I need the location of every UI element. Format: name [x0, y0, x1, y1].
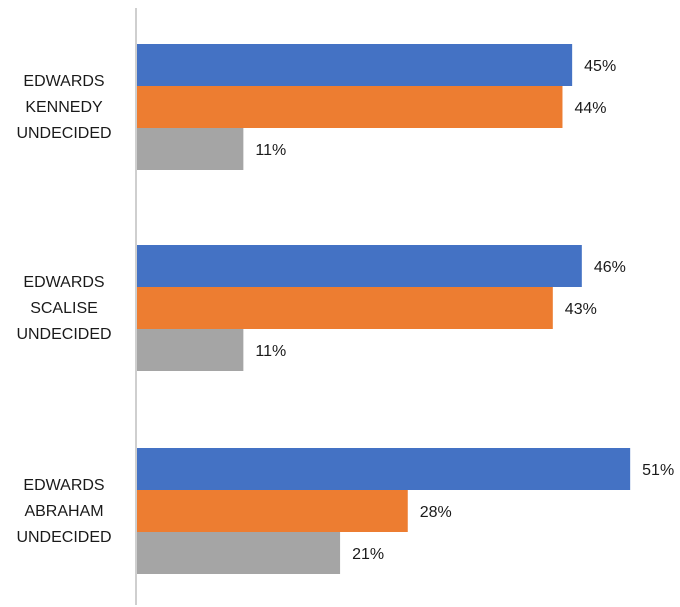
category-label-g0-line2: UNDECIDED: [16, 125, 111, 142]
bar-g0-s0: [137, 44, 573, 86]
category-label-g1-line1: SCALISE: [30, 300, 98, 317]
labels-layer: 45% 44% 11% EDWARDS KENNEDY UNDECIDED 46% 43% 11…: [16, 58, 674, 563]
data-label-g1-s1: 43%: [565, 301, 597, 318]
data-label-g0-s1: 44%: [574, 100, 606, 117]
bar-g0-s1: [137, 86, 563, 128]
bar-g2-s1: [137, 490, 408, 532]
category-label-g0-line0: EDWARDS: [23, 73, 104, 90]
data-label-g1-s2: 11%: [255, 343, 286, 360]
category-label-g1-line0: EDWARDS: [23, 274, 104, 291]
category-label-g2-line2: UNDECIDED: [16, 529, 111, 546]
bars-layer: [137, 44, 631, 574]
category-label-g2-line1: ABRAHAM: [24, 503, 103, 520]
category-label-g2-line0: EDWARDS: [23, 477, 104, 494]
category-label-g1-line2: UNDECIDED: [16, 326, 111, 343]
data-label-g2-s2: 21%: [352, 546, 384, 563]
category-label-g0-line1: KENNEDY: [25, 99, 103, 116]
data-label-g0-s0: 45%: [584, 58, 616, 75]
bar-g2-s2: [137, 532, 341, 574]
data-label-g0-s2: 11%: [255, 142, 286, 159]
data-label-g2-s1: 28%: [420, 504, 452, 521]
bar-g1-s0: [137, 245, 582, 287]
data-label-g2-s0: 51%: [642, 462, 674, 479]
data-label-g1-s0: 46%: [594, 259, 626, 276]
bar-g2-s0: [137, 448, 631, 490]
bar-g1-s2: [137, 329, 244, 371]
bar-g0-s2: [137, 128, 244, 170]
bar-g1-s1: [137, 287, 553, 329]
